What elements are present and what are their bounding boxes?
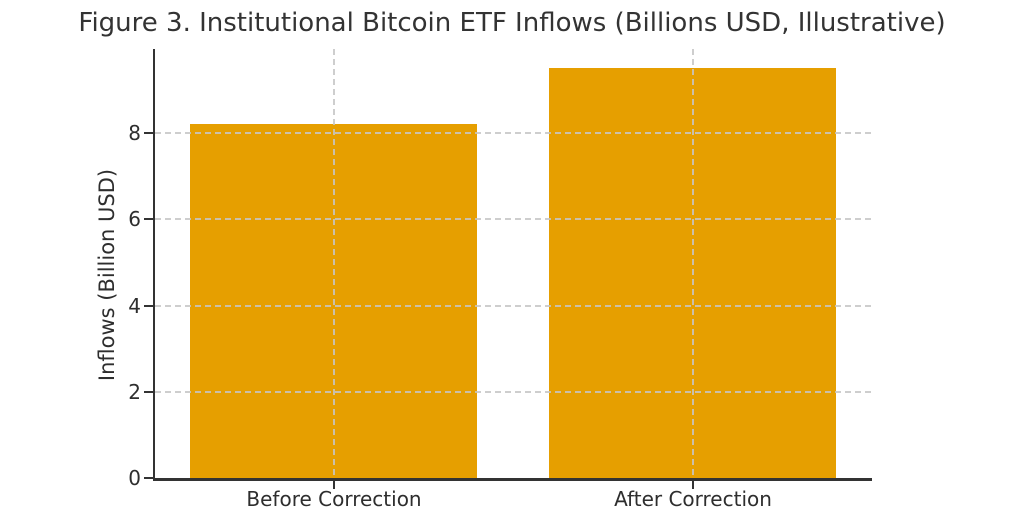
y-tick-label-4: 4 — [128, 294, 141, 318]
h-gridline-8 — [155, 132, 872, 134]
y-tick-label-2: 2 — [128, 380, 141, 404]
y-tick-label-6: 6 — [128, 207, 141, 231]
y-tick-mark-0 — [144, 477, 153, 479]
y-tick-mark-8 — [144, 132, 153, 134]
y-tick-mark-2 — [144, 391, 153, 393]
x-tick-mark-after-correction — [692, 481, 694, 489]
x-tick-label-before-correction: Before Correction — [246, 487, 422, 511]
h-gridline-4 — [155, 305, 872, 307]
y-tick-label-0: 0 — [128, 466, 141, 490]
h-gridline-2 — [155, 391, 872, 393]
chart-title: Figure 3. Institutional Bitcoin ETF Infl… — [78, 8, 946, 38]
y-tick-mark-4 — [144, 305, 153, 307]
x-tick-mark-before-correction — [333, 481, 335, 489]
v-gridline-after-correction — [692, 49, 694, 478]
y-tick-mark-6 — [144, 218, 153, 220]
y-tick-label-8: 8 — [128, 121, 141, 145]
x-tick-label-after-correction: After Correction — [614, 487, 772, 511]
h-gridline-6 — [155, 218, 872, 220]
x-axis-spine — [153, 478, 872, 481]
y-axis-label: Inflows (Billion USD) — [95, 168, 119, 382]
v-gridline-before-correction — [333, 49, 335, 478]
y-axis-spine — [153, 49, 155, 481]
